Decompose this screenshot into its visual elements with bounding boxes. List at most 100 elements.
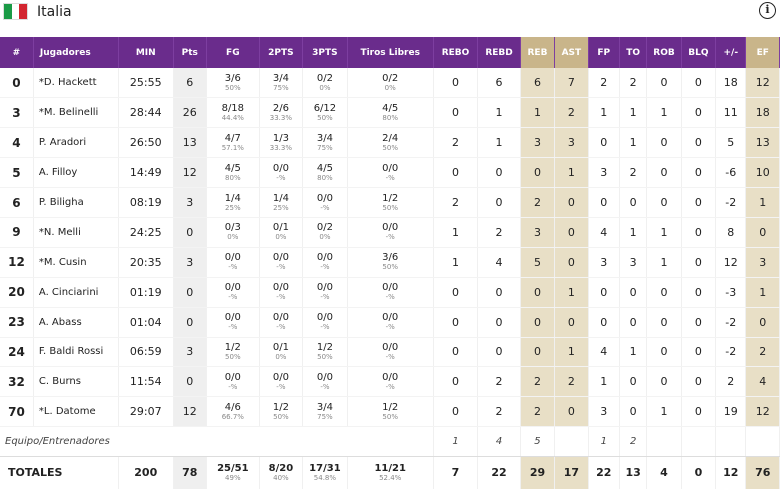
player-steals: 1 [646,217,682,248]
player-number: 23 [0,307,34,338]
player-fg-pct: 80% [225,173,241,182]
player-rebd: 0 [477,277,521,308]
player-row[interactable]: 32 C. Burns 11:54 0 0/0 -% 0/0 -% 0/0 -% 0/0 -% 0 2 2 2… [0,366,780,398]
player-turnovers: 2 [619,157,648,189]
player-blocks: 0 [681,247,717,278]
player-rebd: 0 [477,187,521,218]
player-fg: 3/6 50% [206,68,260,99]
player-rebd: 6 [477,68,521,99]
player-ft-pct: -% [385,233,395,242]
player-row[interactable]: 24 F. Baldi Rossi 06:59 3 1/2 50% 0/1 0% 1/2 50% 0… [0,337,780,368]
player-ft: 3/6 50% [347,247,434,278]
player-blocks: 0 [681,396,717,428]
col-header-blocks[interactable]: BLQ [681,37,717,68]
player-row[interactable]: 23 A. Abass 01:04 0 0/0 -% 0/0 -% 0/0 -% 0/0 -% 0 0 0 0… [0,307,780,338]
player-row[interactable]: 3 *M. Belinelli 28:44 26 8/18 44.4% 2/6 33.3% 6/… [0,97,780,129]
player-name: P. Aradori [33,127,119,159]
col-header-2pts[interactable]: 2PTS [259,37,304,68]
totals-ft-made-att: 11/21 [374,462,406,474]
player-2pts: 0/0 -% [259,277,304,308]
player-fg: 0/0 -% [206,307,260,338]
col-header-fouls[interactable]: FP [588,37,620,68]
player-ft-pct: 50% [382,412,398,421]
player-row[interactable]: 4 P. Aradori 26:50 13 4/7 57.1% 1/3 33.3% 3/4 75%… [0,127,780,159]
player-steals: 0 [646,187,682,218]
player-reb: 3 [520,127,556,159]
player-fg-made-att: 4/6 [224,401,241,413]
player-number: 24 [0,337,34,368]
player-ft: 4/5 80% [347,97,434,129]
player-ft: 0/0 -% [347,366,434,398]
col-header-assists[interactable]: AST [554,37,589,68]
player-row[interactable]: 12 *M. Cusin 20:35 3 0/0 -% 0/0 -% 0/0 -% 3/6 50% 1 4… [0,247,780,278]
player-row[interactable]: 5 A. Filloy 14:49 12 4/5 80% 0/0 -% 4/5 80% 0/0 -% 0… [0,157,780,189]
team-steals [646,426,682,458]
player-3pts-pct: -% [320,323,330,332]
player-row[interactable]: 0 *D. Hackett 25:55 6 3/6 50% 3/4 75% 0/2 0% 0/2 0%… [0,68,780,99]
player-blocks: 0 [681,307,717,338]
player-name: *M. Belinelli [33,97,119,129]
col-header-minutes[interactable]: MIN [118,37,174,68]
player-row[interactable]: 9 *N. Melli 24:25 0 0/3 0% 0/1 0% 0/2 0% 0/0 -% 1 2 3 0… [0,217,780,248]
player-plus-minus: -2 [715,307,747,338]
player-rebd: 4 [477,247,521,278]
player-rebd: 2 [477,396,521,428]
player-fg-pct: 66.7% [221,412,244,421]
player-ft-pct: 80% [382,113,398,122]
totals-ft: 11/21 52.4% [347,456,434,489]
col-header-3pts[interactable]: 3PTS [302,37,348,68]
col-header-off-rebounds[interactable]: REBO [433,37,479,68]
player-ft: 0/2 0% [347,68,434,99]
col-header-number[interactable]: # [0,37,34,68]
player-fouls: 2 [588,68,620,99]
info-icon[interactable]: i [759,2,776,19]
player-points: 6 [173,68,208,99]
player-fg-made-att: 1/2 [224,341,241,353]
player-points: 3 [173,187,208,218]
team-header: Italia i [0,0,780,36]
player-points: 0 [173,307,208,338]
col-header-free-throws[interactable]: Tiros Libres [347,37,434,68]
totals-ast: 17 [554,456,589,489]
player-fg-pct: -% [228,323,238,332]
col-header-fg[interactable]: FG [206,37,260,68]
totals-turnovers: 13 [619,456,648,489]
player-plus-minus: -3 [715,277,747,308]
player-name: P. Biligha [33,187,119,218]
col-header-plus-minus[interactable]: +/- [715,37,747,68]
col-header-efficiency[interactable]: EF [745,37,780,68]
player-steals: 0 [646,68,682,99]
player-row[interactable]: 70 *L. Datome 29:07 12 4/6 66.7% 1/2 50% 3/4 75% 1… [0,396,780,428]
totals-2pts-pct: 40% [273,473,289,482]
player-minutes: 14:49 [118,157,174,189]
player-row[interactable]: 20 A. Cinciarini 01:19 0 0/0 -% 0/0 -% 0/0 -% 0/0-… [0,277,780,308]
player-2pts-pct: 75% [273,83,289,92]
col-header-points[interactable]: Pts [173,37,208,68]
team-reb: 5 [520,426,556,458]
player-reb: 0 [520,157,556,189]
player-ft: 0/0 -% [347,307,434,338]
col-header-def-rebounds[interactable]: REBD [477,37,521,68]
player-number: 20 [0,277,34,308]
player-2pts-made-att: 0/1 [272,341,289,353]
player-3pts-pct: -% [320,263,330,272]
player-3pts-pct: 75% [317,412,333,421]
player-row[interactable]: 6 P. Biligha 08:19 3 1/4 25% 1/4 25% 0/0 -% 1/2 50%… [0,187,780,218]
totals-steals: 4 [646,456,682,489]
totals-reb: 29 [520,456,556,489]
col-header-turnovers[interactable]: TO [619,37,648,68]
player-fg: 4/6 66.7% [206,396,260,428]
player-2pts-made-att: 2/6 [272,102,289,114]
player-ft-pct: 0% [384,83,396,92]
col-header-rebounds[interactable]: REB [520,37,556,68]
col-header-players[interactable]: Jugadores [33,37,119,68]
player-reb: 2 [520,366,556,398]
player-ft: 0/0 -% [347,217,434,248]
player-fg-made-att: 3/6 [224,72,241,84]
player-blocks: 0 [681,217,717,248]
player-ast: 0 [554,307,589,338]
player-number: 6 [0,187,34,218]
col-header-steals[interactable]: ROB [646,37,682,68]
player-minutes: 28:44 [118,97,174,129]
player-minutes: 20:35 [118,247,174,278]
